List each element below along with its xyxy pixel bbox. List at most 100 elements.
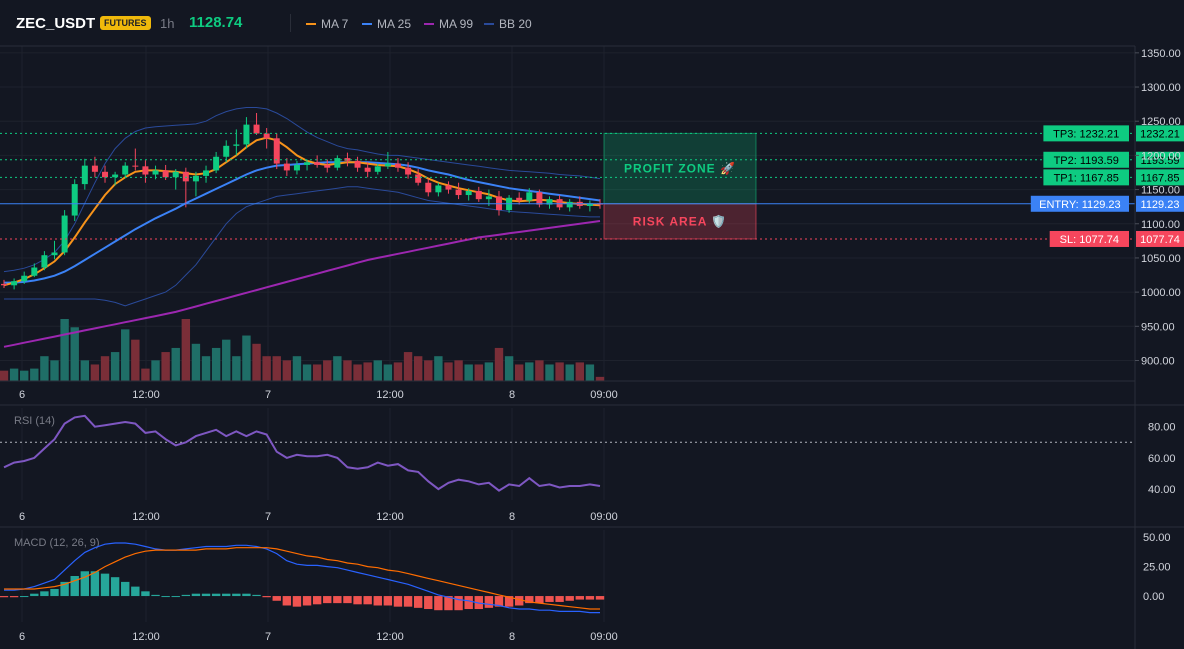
volume-bar (50, 360, 59, 381)
candle-body (435, 185, 442, 193)
candle-body (203, 170, 210, 176)
candle-body (465, 190, 472, 196)
macd-histogram-bar (181, 594, 191, 597)
candle-body (71, 184, 78, 216)
risk-zone (603, 203, 757, 240)
volume-bar (9, 368, 19, 381)
candle-body (61, 215, 68, 253)
candle-body (445, 185, 452, 190)
candle-body (21, 275, 28, 282)
trade-zones: PROFIT ZONE 🚀 RISK AREA 🛡️ (603, 132, 757, 240)
price-tick-label: 1000.00 (1141, 287, 1181, 299)
macd-tick-label: 25.00 (1143, 562, 1171, 574)
macd-histogram-bar (272, 596, 281, 601)
profit-zone (603, 132, 757, 205)
volume-bar (141, 368, 150, 381)
macd-title: MACD (12, 26, 9) (14, 537, 100, 549)
symbol-name[interactable]: ZEC_USDT (16, 15, 96, 32)
price-tick-label: 1100.00 (1141, 219, 1180, 231)
price-tick-label: 1150.00 (1141, 185, 1180, 197)
volume-bar (434, 356, 443, 381)
candle-body (91, 165, 98, 172)
candle-body (324, 164, 331, 168)
sl-axis-label: 1077.74 (1140, 234, 1180, 246)
legend-ma99[interactable]: MA 99 (424, 17, 473, 31)
header-divider (290, 14, 291, 32)
macd-histogram-bar (353, 596, 362, 605)
volume-bar (565, 364, 574, 381)
candle-body (273, 138, 280, 164)
macd-histogram-bar (413, 596, 423, 608)
volume-bar (383, 364, 393, 381)
candle-body (374, 166, 381, 172)
candle-body (455, 189, 462, 196)
macd-tick-label: 50.00 (1143, 532, 1171, 544)
volume-bar (20, 370, 29, 381)
volume-bar (171, 347, 180, 381)
candle-body (233, 144, 240, 146)
volume-bar (454, 360, 463, 381)
ma7-swatch (306, 23, 316, 25)
legend-ma7[interactable]: MA 7 (306, 17, 348, 31)
volume-bar (373, 360, 382, 381)
volume-bar (474, 364, 483, 381)
ma99-line (3, 220, 601, 348)
candle-body (41, 255, 48, 268)
entry-label: ENTRY: 1129.23 (1039, 199, 1121, 211)
time-tick-label: 09:00 (590, 631, 618, 643)
time-tick-label: 12:00 (376, 631, 404, 643)
interval-selector[interactable]: 1h (160, 16, 175, 31)
price-tick-label: 900.00 (1141, 355, 1175, 367)
macd-histogram-bar (595, 596, 605, 600)
candle-body (81, 165, 88, 185)
candle-body (102, 171, 109, 178)
candle-body (162, 170, 169, 178)
volume-bar (312, 364, 322, 381)
volume-bar (90, 364, 100, 381)
macd-histogram-bar (424, 596, 433, 610)
sl-label: SL: 1077.74 (1060, 234, 1119, 246)
macd-histogram-bar (20, 596, 29, 598)
macd-histogram-bar (373, 596, 382, 606)
macd-histogram-bar (191, 593, 201, 597)
macd-histogram-bar (242, 593, 251, 597)
time-tick-label: 7 (265, 389, 271, 401)
legend-bb20[interactable]: BB 20 (484, 17, 532, 31)
price-tick-label: 950.00 (1141, 321, 1175, 333)
time-tick-label: 7 (265, 511, 271, 523)
tp1-label-box (1043, 169, 1129, 186)
rsi-line (3, 414, 601, 492)
candle-body (556, 199, 563, 208)
time-tick-label: 12:00 (132, 631, 160, 643)
volume-bar (504, 356, 514, 381)
candle-body (182, 171, 189, 182)
risk-zone-label: RISK AREA 🛡️ (633, 214, 727, 228)
candle-body (516, 197, 523, 201)
macd-line (4, 542, 600, 614)
candle-body (405, 167, 412, 175)
bollinger-bands (3, 107, 601, 307)
tp3-label: TP3: 1232.21 (1053, 128, 1119, 140)
time-tick-label: 8 (509, 511, 515, 523)
volume-bar (525, 362, 534, 381)
macd-histogram-bar (464, 596, 473, 610)
bb-upper-line (3, 107, 601, 273)
macd-histogram-bar (343, 596, 352, 604)
volume-bars (0, 319, 605, 381)
volume-bar (252, 343, 261, 381)
macd-histogram-bar (201, 593, 211, 597)
sl-axis-box (1136, 230, 1184, 247)
macd-histogram-bar (70, 576, 79, 597)
volume-bar (464, 364, 473, 381)
macd-histogram-bar (504, 596, 514, 607)
time-tick-label: 6 (19, 631, 25, 643)
volume-bar (514, 364, 524, 381)
volume-bar (242, 335, 251, 381)
legend-ma25[interactable]: MA 25 (362, 17, 411, 31)
candle-body (475, 190, 482, 200)
macd-histogram-bar (525, 596, 534, 604)
candle-body (213, 156, 220, 171)
legend-ma25-label: MA 25 (377, 17, 412, 31)
volume-bar (232, 356, 241, 381)
